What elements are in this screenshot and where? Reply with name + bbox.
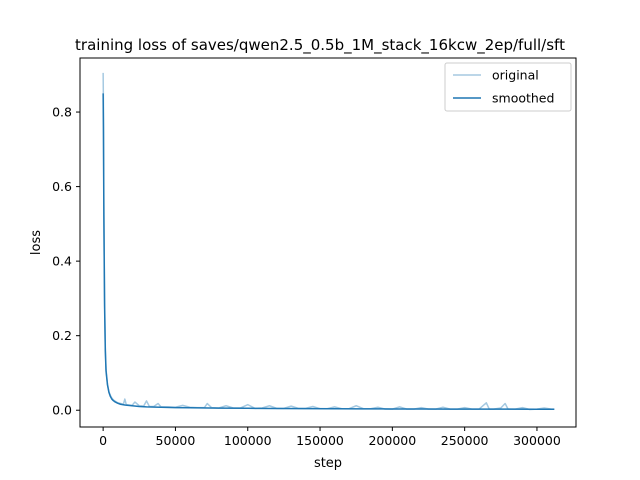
x-tick-label: 250000 <box>441 433 489 448</box>
legend-smoothed-label: smoothed <box>492 91 554 106</box>
y-tick-label: 0.8 <box>52 105 72 120</box>
legend: original smoothed <box>444 62 572 112</box>
x-tick-label: 300000 <box>513 433 561 448</box>
x-tick-label: 50000 <box>156 433 196 448</box>
series-layer <box>102 72 555 411</box>
x-axis-label: step <box>314 456 342 471</box>
legend-box <box>444 62 572 112</box>
plot-border <box>79 57 577 428</box>
legend-original-label: original <box>492 68 539 83</box>
y-tick-label: 0.2 <box>52 328 72 343</box>
x-tick-label: 200000 <box>368 433 416 448</box>
y-tick-label: 0.0 <box>52 403 72 418</box>
x-tick-label: 0 <box>99 433 107 448</box>
chart-title: training loss of saves/qwen2.5_0.5b_1M_s… <box>75 36 565 55</box>
axis-ticks: 0 50000 100000 150000 200000 250000 300000 0.0 0… <box>52 105 561 448</box>
y-tick-label: 0.4 <box>52 254 72 269</box>
y-tick-label: 0.6 <box>52 179 72 194</box>
y-axis-label: loss <box>29 230 44 255</box>
x-tick-label: 100000 <box>224 433 272 448</box>
plot-area <box>80 58 576 427</box>
x-tick-label: 150000 <box>296 433 344 448</box>
series-line-smoothed <box>102 93 555 410</box>
